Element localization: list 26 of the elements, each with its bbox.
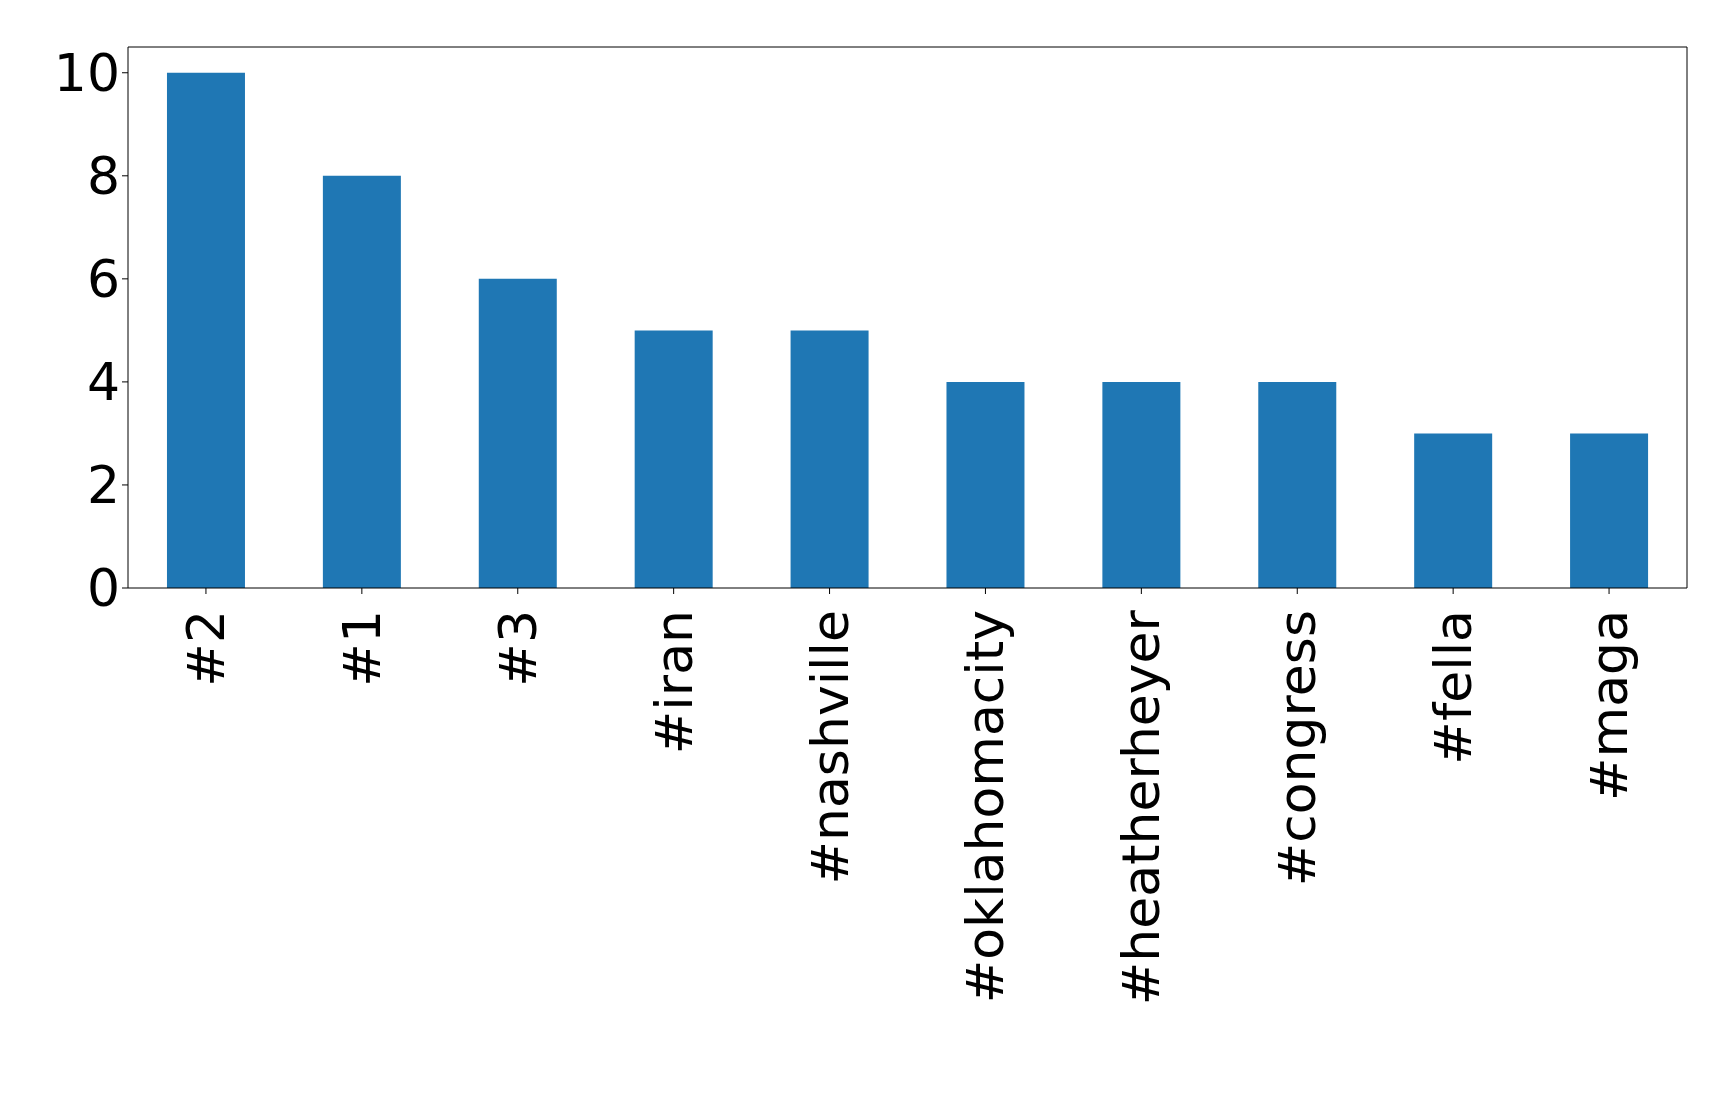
y-tick-label: 0 bbox=[86, 558, 120, 619]
bar bbox=[1570, 433, 1649, 588]
bar bbox=[1258, 381, 1337, 588]
bar bbox=[1414, 433, 1493, 588]
bar bbox=[634, 330, 713, 588]
bar bbox=[478, 278, 557, 588]
y-tick-label: 4 bbox=[86, 352, 120, 413]
x-tick-label: #nashville bbox=[799, 610, 860, 885]
x-tick-label: #congress bbox=[1267, 610, 1328, 887]
y-tick-label: 6 bbox=[86, 249, 120, 310]
x-tick-label: #2 bbox=[175, 610, 236, 687]
x-tick-label: #1 bbox=[331, 610, 392, 687]
x-tick-label: #3 bbox=[487, 610, 548, 687]
x-tick-label: #fella bbox=[1423, 610, 1484, 765]
y-tick-label: 2 bbox=[86, 455, 120, 516]
x-tick-label: #iran bbox=[643, 610, 704, 755]
x-tick-label: #maga bbox=[1579, 610, 1640, 801]
x-tick-label: #oklahomacity bbox=[955, 610, 1016, 1004]
y-tick-label: 8 bbox=[86, 146, 120, 207]
bar bbox=[790, 330, 869, 588]
y-tick-label: 10 bbox=[53, 43, 120, 104]
x-tick-label: #heatherheyer bbox=[1111, 609, 1172, 1006]
bar bbox=[946, 381, 1025, 588]
bar bbox=[1102, 381, 1181, 588]
bar bbox=[322, 175, 401, 588]
bar bbox=[166, 72, 245, 588]
